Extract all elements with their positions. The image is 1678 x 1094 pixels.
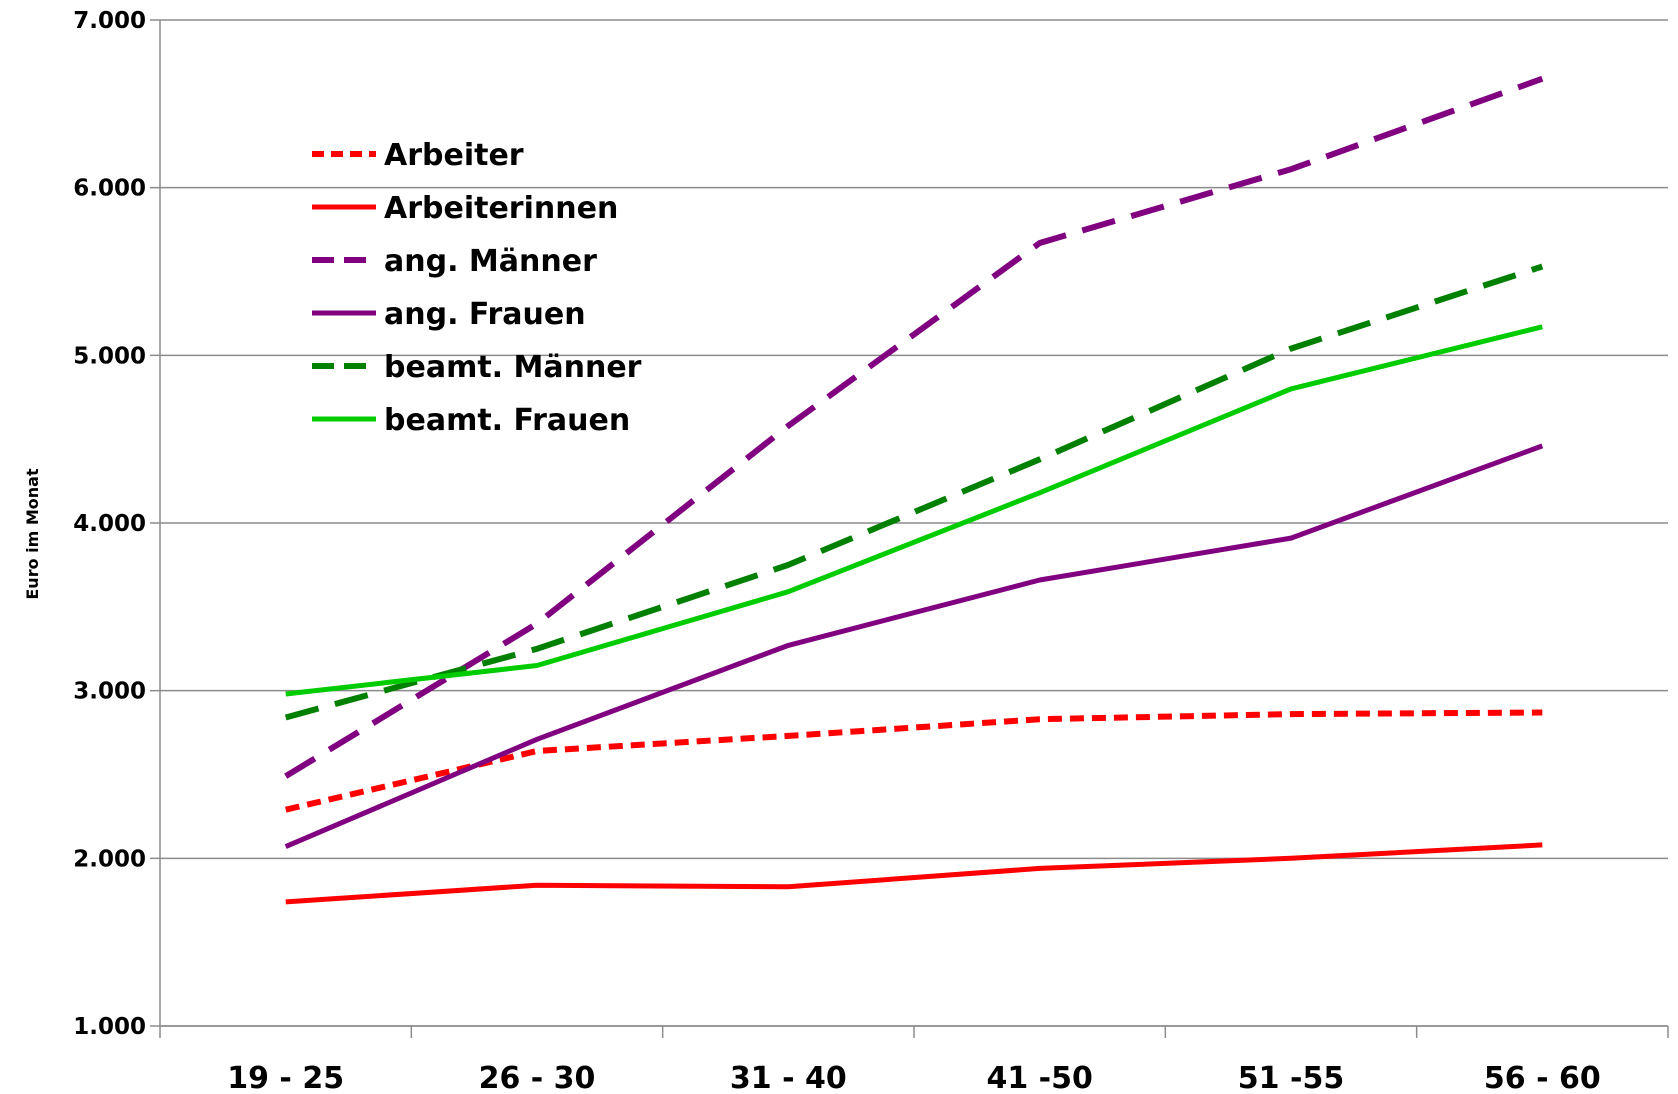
legend-label: ang. Frauen (384, 297, 586, 332)
axes: 1.000 2.000 3.000 4.000 5.000 6.000 7.000 19 - … (73, 8, 1669, 1094)
y-tick-label: 7.000 (73, 8, 146, 34)
series-line-0 (285, 709, 1543, 813)
series-lines (284, 75, 1544, 905)
legend-label: ang. Männer (384, 244, 597, 279)
y-tick-label: 3.000 (73, 679, 146, 705)
legend: Arbeiter Arbeiterinnen ang. Männer ang. Fra… (312, 138, 642, 438)
x-tick-label: 41 -50 (986, 1061, 1092, 1094)
x-tick-label: 56 - 60 (1484, 1061, 1601, 1094)
legend-label: beamt. Frauen (384, 403, 630, 438)
legend-label: Arbeiterinnen (384, 191, 618, 226)
y-tick-label: 1.000 (73, 1014, 146, 1040)
y-tick-label: 6.000 (73, 176, 146, 202)
y-axis-label: Euro im Monat (23, 468, 42, 600)
y-tick-label: 2.000 (73, 846, 146, 872)
series-line-3 (284, 443, 1544, 849)
series-line-2 (284, 75, 1544, 779)
series-line-5 (285, 324, 1543, 697)
legend-label: beamt. Männer (384, 350, 642, 385)
legend-label: Arbeiter (384, 138, 524, 173)
y-tick-label: 4.000 (73, 511, 146, 537)
x-tick-label: 26 - 30 (479, 1061, 596, 1094)
x-tick-label: 31 - 40 (730, 1061, 847, 1094)
y-tick-label: 5.000 (73, 343, 146, 369)
series-line-1 (285, 842, 1543, 905)
x-tick-label: 51 -55 (1238, 1061, 1344, 1094)
x-tick-label: 19 - 25 (227, 1061, 344, 1094)
series-line-4 (284, 263, 1544, 721)
gridlines (160, 19, 1668, 1027)
